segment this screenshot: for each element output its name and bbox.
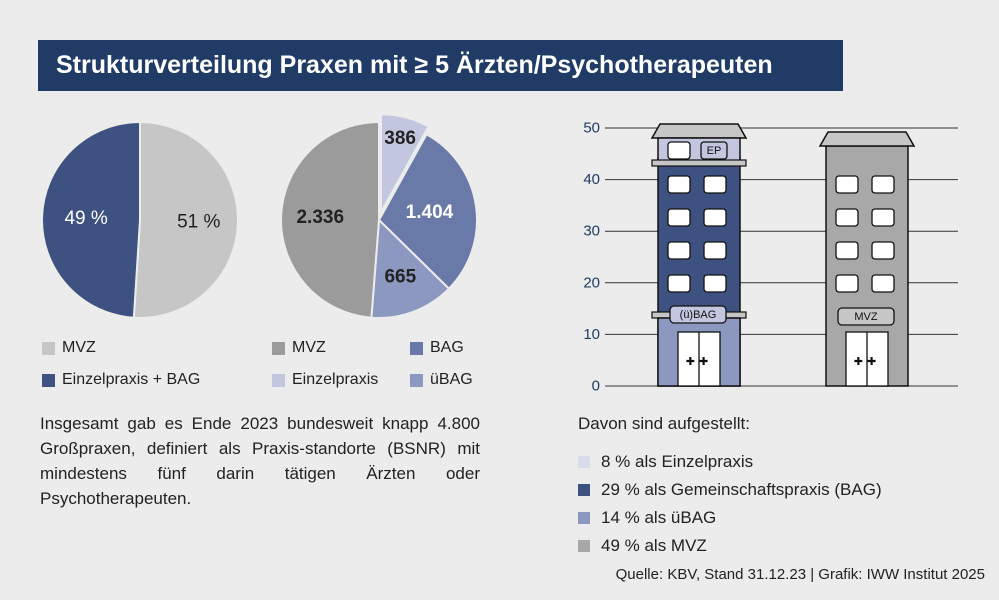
- breakdown-swatch: [578, 484, 590, 496]
- window: [667, 208, 691, 227]
- breakdown-item-mvz: 49 % als MVZ: [578, 536, 707, 556]
- legend2-item-ubag: üBAG: [410, 371, 473, 389]
- door-cross-icon: ✚✚: [686, 356, 712, 368]
- y-tick-label: 0: [592, 378, 600, 395]
- window: [835, 241, 859, 260]
- breakdown-label: 49 % als MVZ: [601, 536, 707, 555]
- source-note: Quelle: KBV, Stand 31.12.23 | Grafik: IW…: [615, 566, 985, 583]
- ep-sign: [700, 141, 728, 160]
- window: [835, 175, 859, 194]
- breakdown-label: 29 % als Gemeinschaftspraxis (BAG): [601, 480, 882, 499]
- pie-slice-übag: [370, 217, 451, 319]
- legend-label: MVZ: [292, 339, 326, 356]
- legend-swatch: [42, 341, 55, 355]
- bag-label: (ü)BAG: [680, 309, 717, 321]
- legend2-item-bag: BAG: [410, 339, 464, 357]
- mvz-sign: [837, 307, 895, 326]
- y-tick-label: 10: [583, 326, 600, 343]
- building-bag-roof: [650, 123, 748, 139]
- window: [703, 241, 727, 260]
- breakdown-swatch: [578, 540, 590, 552]
- legend2-item-einzelpraxis: Einzelpraxis: [272, 371, 378, 389]
- pie-slice-mvz: [132, 120, 239, 319]
- legend-swatch: [410, 341, 423, 355]
- building-ledge: [651, 159, 747, 167]
- pie-value-label: 49 %: [64, 208, 107, 229]
- y-tick-label: 40: [583, 171, 600, 188]
- window: [871, 208, 895, 227]
- window: [871, 175, 895, 194]
- chart-title: Strukturverteilung Praxen mit ≥ 5 Ärzten…: [38, 40, 843, 91]
- door-cross-icon: ✚✚: [854, 356, 880, 368]
- legend-label: BAG: [430, 339, 464, 356]
- pie-slice-einzelpraxis: [380, 113, 430, 217]
- breakdown-label: 14 % als üBAG: [601, 508, 717, 527]
- breakdown-heading: Davon sind aufgestellt:: [578, 414, 750, 433]
- window: [835, 274, 859, 293]
- window: [703, 274, 727, 293]
- legend1-item-einzel-bag: Einzelpraxis + BAG: [42, 371, 200, 389]
- legend-swatch: [272, 373, 285, 387]
- window: [667, 175, 691, 194]
- legend-label: MVZ: [62, 339, 96, 356]
- legend-label: Einzelpraxis + BAG: [62, 371, 201, 388]
- window: [871, 274, 895, 293]
- y-tick-label: 30: [583, 223, 600, 240]
- window: [667, 241, 691, 260]
- chart-title-text: Strukturverteilung Praxen mit ≥ 5 Ärzten…: [56, 51, 773, 79]
- y-tick-label: 20: [583, 274, 600, 291]
- pie-value-label: 1.404: [406, 202, 454, 223]
- legend-label: üBAG: [430, 371, 473, 388]
- pie-slice-einzelpraxis-bag: [41, 120, 141, 319]
- building-mvz-roof: [818, 131, 916, 147]
- y-tick-label: 50: [583, 120, 600, 137]
- window: [703, 208, 727, 227]
- bag-sign: [669, 305, 727, 324]
- breakdown-item-einzelpraxis: 8 % als Einzelpraxis: [578, 452, 753, 472]
- description-text: Insgesamt gab es Ende 2023 bundesweit kn…: [40, 414, 480, 508]
- pie-slice-bag: [377, 132, 478, 291]
- breakdown-item-bag: 29 % als Gemeinschaftspraxis (BAG): [578, 480, 882, 500]
- window: [835, 208, 859, 227]
- legend1-item-mvz: MVZ: [42, 339, 96, 357]
- ep-label: EP: [707, 145, 722, 157]
- pie-value-label: 51 %: [177, 211, 220, 232]
- pie-slice-mvz: [279, 120, 380, 319]
- legend-swatch: [272, 341, 285, 355]
- breakdown-label: 8 % als Einzelpraxis: [601, 452, 754, 471]
- breakdown-swatch: [578, 512, 590, 524]
- pie-value-label: 386: [384, 128, 416, 149]
- window: [667, 141, 691, 160]
- pie-value-label: 2.336: [296, 207, 344, 228]
- window: [703, 175, 727, 194]
- legend2-item-mvz: MVZ: [272, 339, 326, 357]
- mvz-label: MVZ: [854, 311, 878, 323]
- breakdown-swatch: [578, 456, 590, 468]
- legend-swatch: [410, 373, 423, 387]
- pie-value-label: 665: [384, 266, 416, 287]
- window: [871, 241, 895, 260]
- legend-swatch: [42, 373, 55, 387]
- breakdown-item-ubag: 14 % als üBAG: [578, 508, 716, 528]
- window: [667, 274, 691, 293]
- legend-label: Einzelpraxis: [292, 371, 379, 388]
